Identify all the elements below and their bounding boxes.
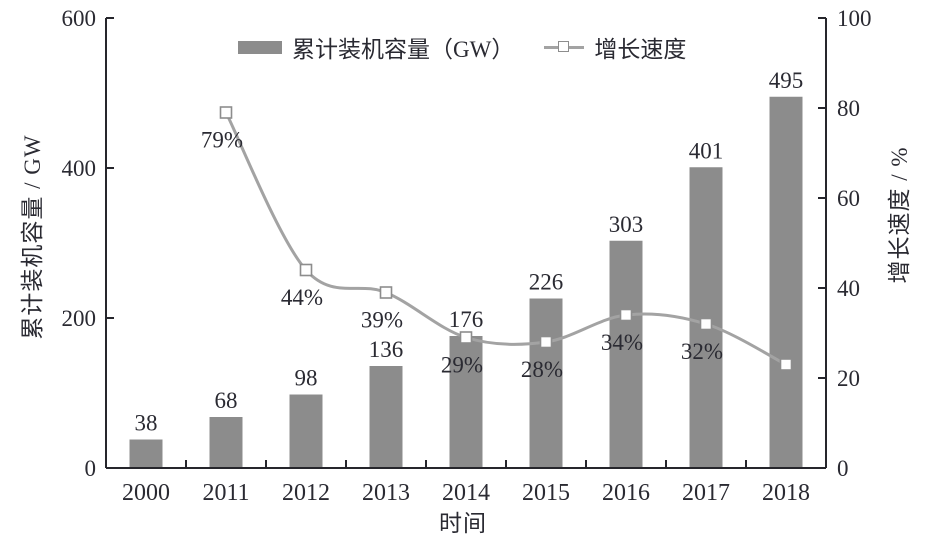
x-tick-label: 2015 bbox=[522, 480, 570, 506]
x-tick-label: 2000 bbox=[122, 480, 170, 506]
line-marker bbox=[299, 263, 313, 277]
bar-2000 bbox=[129, 439, 163, 468]
legend-item-capacity: 累计装机容量（GW） bbox=[238, 30, 514, 64]
right-tick-label: 40 bbox=[837, 276, 860, 301]
line-marker bbox=[699, 317, 713, 331]
line-marker bbox=[219, 106, 233, 119]
pct-label: 29% bbox=[441, 353, 483, 378]
bar-2014 bbox=[449, 336, 483, 468]
bar-value-label: 495 bbox=[769, 68, 804, 93]
bar-value-label: 38 bbox=[135, 411, 158, 436]
x-tick-label: 2012 bbox=[282, 480, 330, 506]
line-marker bbox=[619, 308, 633, 322]
line-swatch-icon bbox=[544, 40, 585, 54]
line-marker bbox=[779, 358, 793, 371]
right-tick-label: 20 bbox=[837, 366, 860, 391]
bar-2016 bbox=[609, 240, 643, 468]
left-tick-label: 400 bbox=[62, 156, 97, 181]
bar-value-label: 98 bbox=[295, 366, 318, 391]
pct-label: 44% bbox=[281, 285, 323, 310]
bar-2015 bbox=[529, 298, 563, 468]
x-tick-label: 2016 bbox=[602, 480, 650, 506]
right-tick-label: 60 bbox=[837, 186, 860, 211]
x-tick-label: 2013 bbox=[362, 480, 410, 506]
pct-label: 79% bbox=[201, 128, 243, 153]
right-tick-label: 0 bbox=[837, 456, 849, 481]
line-marker bbox=[459, 331, 473, 344]
legend-item-growth: 增长速度 bbox=[544, 30, 686, 64]
x-tick-label: 2018 bbox=[762, 480, 810, 506]
x-axis-title: 时间 bbox=[439, 511, 487, 536]
left-tick-label: 0 bbox=[85, 456, 97, 481]
bar-value-label: 401 bbox=[689, 138, 724, 163]
x-tick-label: 2014 bbox=[442, 480, 490, 506]
bar-2013 bbox=[369, 366, 403, 468]
bar-value-label: 176 bbox=[449, 307, 484, 332]
x-tick-label: 2011 bbox=[202, 480, 249, 506]
right-axis-title: 增长速度 / % bbox=[887, 146, 912, 284]
bar-2012 bbox=[289, 394, 323, 468]
pct-label: 34% bbox=[601, 330, 643, 355]
legend-label-capacity: 累计装机容量（GW） bbox=[292, 37, 515, 62]
bar-2011 bbox=[209, 417, 243, 468]
left-tick-label: 600 bbox=[62, 6, 97, 31]
pct-label: 28% bbox=[521, 357, 563, 382]
bar-value-label: 68 bbox=[215, 388, 238, 413]
bar-2017 bbox=[689, 167, 723, 468]
bar-value-label: 136 bbox=[369, 337, 404, 362]
pct-label: 39% bbox=[361, 308, 403, 333]
bar-swatch-icon bbox=[238, 40, 282, 54]
right-tick-label: 100 bbox=[837, 6, 872, 31]
left-axis-title: 累计装机容量 / GW bbox=[20, 134, 45, 340]
bar-value-label: 226 bbox=[529, 270, 564, 295]
pct-label: 32% bbox=[681, 339, 723, 364]
line-marker bbox=[539, 335, 553, 349]
right-tick-label: 80 bbox=[837, 96, 860, 121]
bar-value-label: 303 bbox=[609, 212, 644, 237]
legend-label-growth: 增长速度 bbox=[594, 37, 687, 62]
bar-2018 bbox=[769, 96, 803, 468]
left-tick-label: 200 bbox=[62, 306, 97, 331]
legend: 累计装机容量（GW） 增长速度 bbox=[238, 30, 686, 64]
x-tick-label: 2017 bbox=[682, 480, 730, 506]
line-marker bbox=[379, 286, 393, 299]
